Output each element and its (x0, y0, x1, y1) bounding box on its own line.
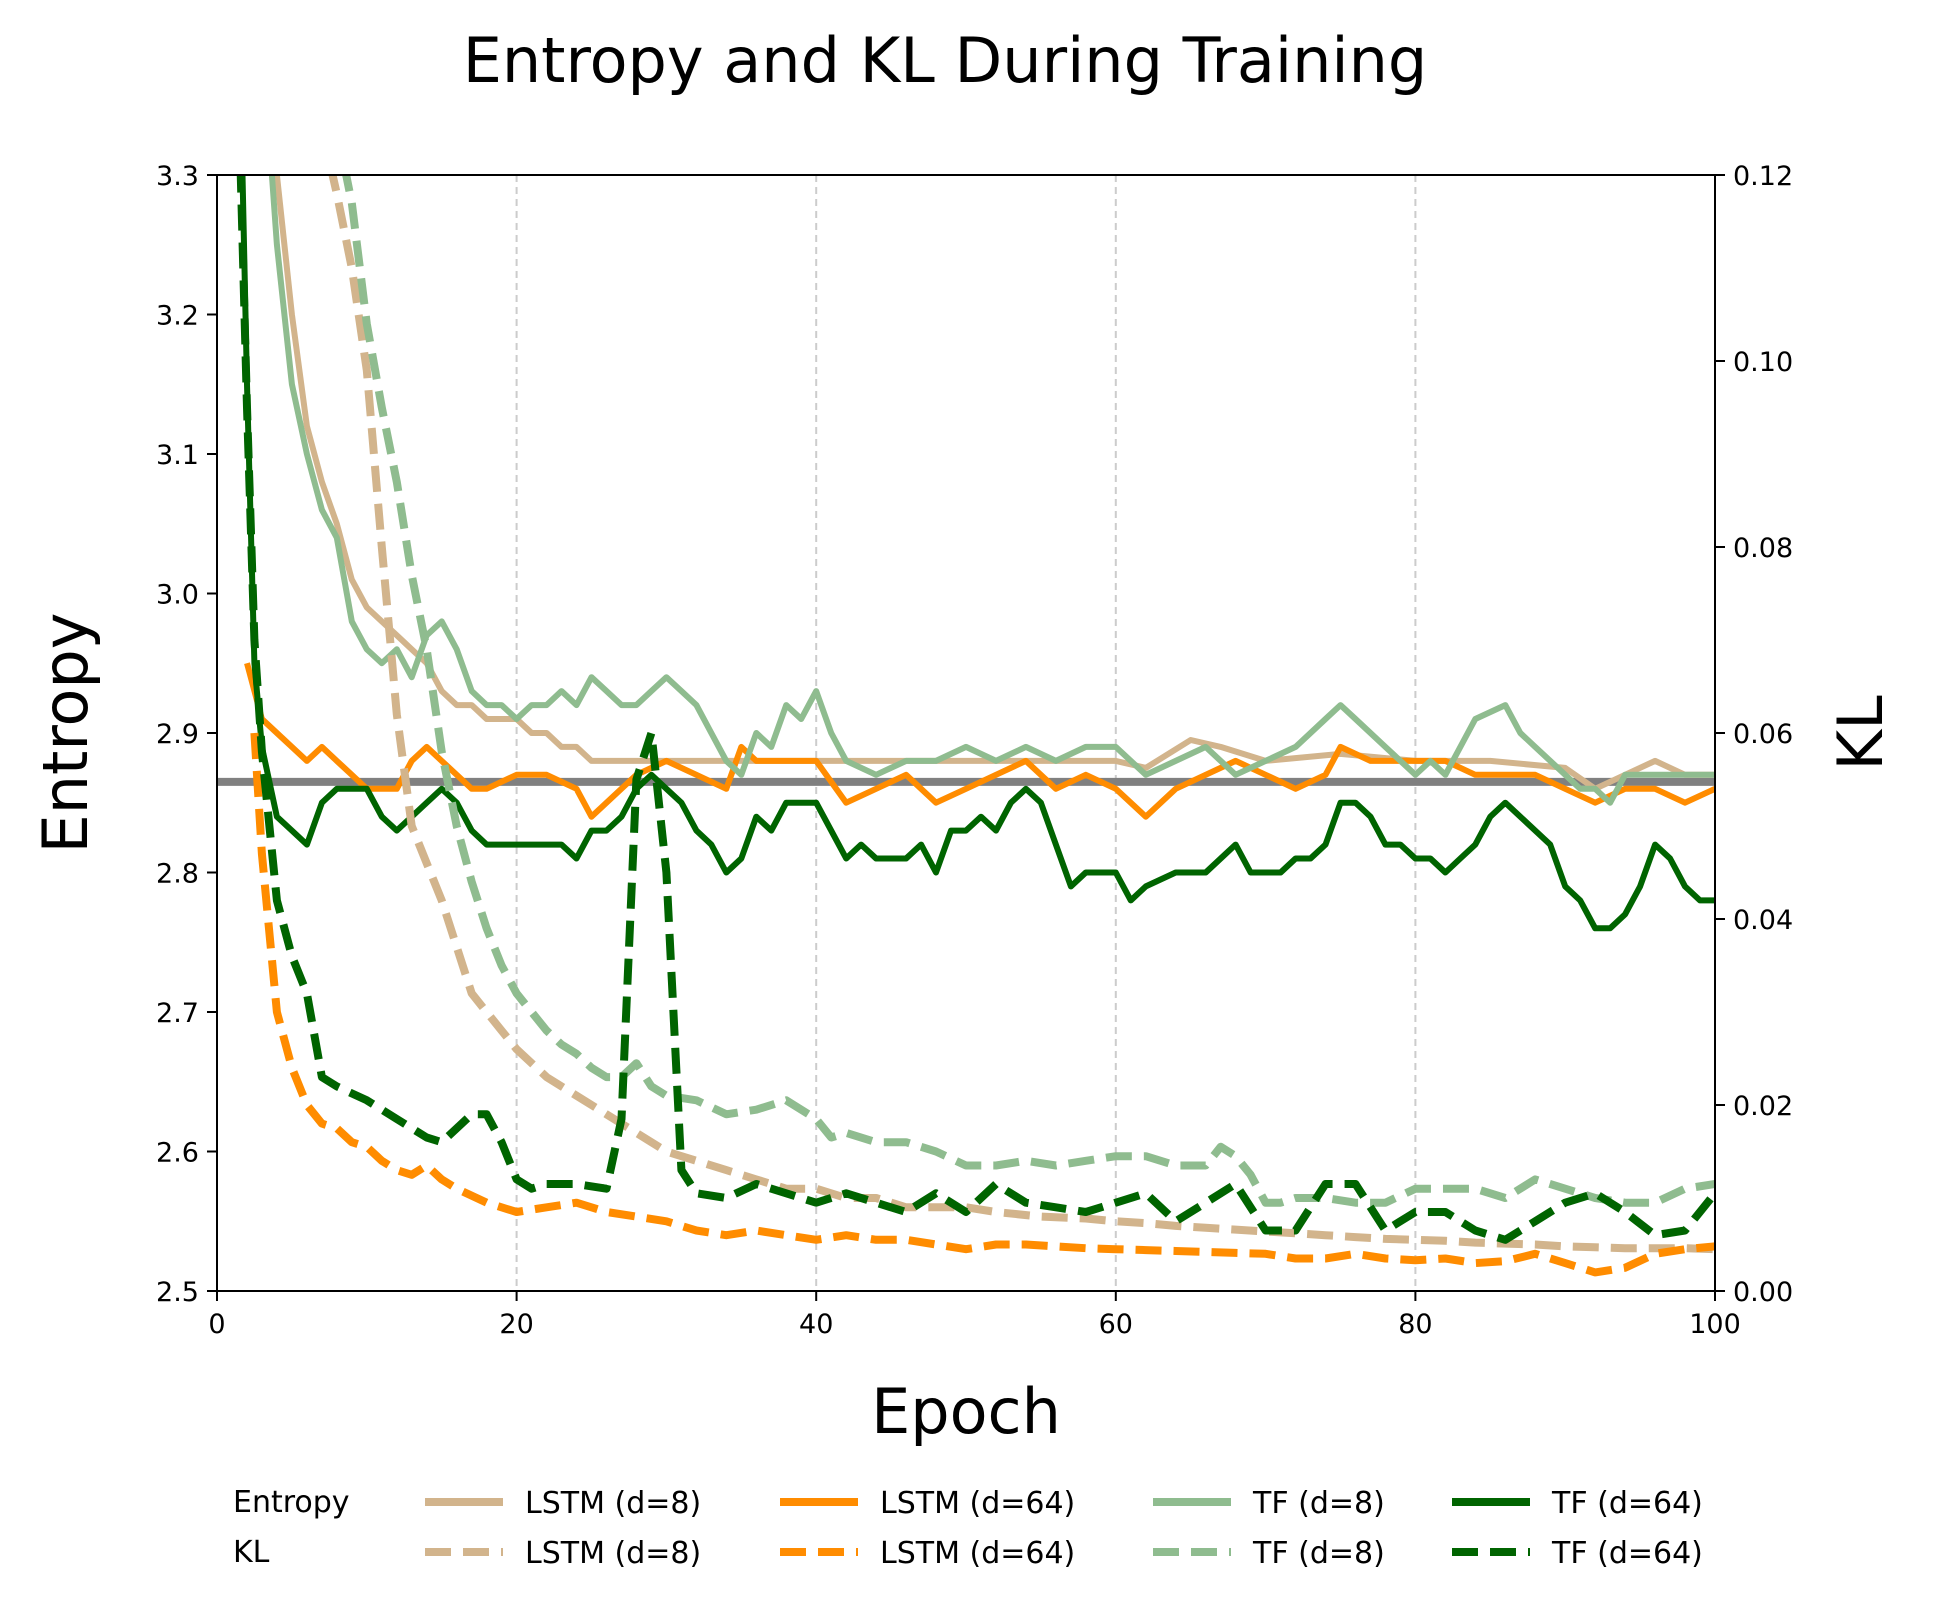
legend-label-kl-0: LSTM (d=8) (525, 1536, 701, 1571)
y-right-axis-label: KL (1824, 695, 1897, 771)
y-left-tick-label: 2.9 (156, 719, 199, 750)
legend-label-entropy-3: TF (d=64) (1551, 1486, 1703, 1521)
series-line-kl-lstm-d-8 (328, 175, 1715, 1254)
y-right-tick-label: 0.02 (1733, 1091, 1793, 1122)
y-right-axis-ticks: 0.00 0.02 0.04 0.06 0.08 0.10 0.12 (1715, 161, 1793, 1308)
x-tick-label: 0 (208, 1309, 225, 1340)
legend: Entropy KL LSTM (d=8) LSTM (d=64) TF (d=8)… (233, 1485, 1703, 1571)
y-right-tick-label: 0.12 (1733, 161, 1793, 192)
legend-row-label-entropy: Entropy (233, 1485, 350, 1520)
x-tick-label: 100 (1689, 1309, 1741, 1340)
y-left-tick-label: 3.2 (156, 301, 199, 332)
chart-title: Entropy and KL During Training (463, 24, 1428, 97)
x-tick-label: 40 (799, 1309, 833, 1340)
x-tick-label: 80 (1398, 1309, 1432, 1340)
series-group (236, 175, 1715, 1277)
y-left-tick-label: 2.7 (156, 998, 199, 1029)
series-line-entropy-tf-d-8 (268, 175, 1715, 806)
y-right-tick-label: 0.06 (1733, 719, 1793, 750)
y-left-axis-label: Entropy (29, 613, 102, 854)
y-left-axis-ticks: 2.5 2.6 2.7 2.8 2.9 3.0 3.1 3.2 3.3 (156, 161, 217, 1308)
legend-label-kl-2: TF (d=8) (1252, 1536, 1385, 1571)
y-left-tick-label: 2.6 (156, 1138, 199, 1169)
grid-lines (515, 175, 1417, 1291)
y-right-tick-label: 0.08 (1733, 533, 1793, 564)
y-left-tick-label: 2.5 (156, 1277, 199, 1308)
x-tick-label: 60 (1099, 1309, 1133, 1340)
series-line-entropy-tf-d-64 (239, 175, 1715, 932)
series-line-kl-tf-d-8 (342, 175, 1715, 1207)
legend-label-entropy-0: LSTM (d=8) (525, 1486, 701, 1521)
y-left-tick-label: 3.0 (156, 580, 199, 611)
y-left-tick-label: 2.8 (156, 859, 199, 890)
series-line-kl-tf-d-64 (236, 175, 1715, 1244)
legend-label-entropy-2: TF (d=8) (1252, 1486, 1385, 1521)
x-tick-label: 20 (499, 1309, 533, 1340)
y-right-tick-label: 0.10 (1733, 347, 1793, 378)
legend-label-entropy-1: LSTM (d=64) (880, 1486, 1075, 1521)
legend-row-label-kl: KL (233, 1535, 270, 1570)
y-left-tick-label: 3.1 (156, 440, 199, 471)
legend-label-kl-3: TF (d=64) (1551, 1536, 1703, 1571)
x-axis-label: Epoch (871, 1375, 1061, 1448)
y-left-tick-label: 3.3 (156, 161, 199, 192)
x-axis-ticks: 0 20 40 60 80 100 (208, 1291, 1741, 1340)
y-right-tick-label: 0.00 (1733, 1277, 1793, 1308)
y-right-tick-label: 0.04 (1733, 905, 1793, 936)
legend-label-kl-1: LSTM (d=64) (880, 1536, 1075, 1571)
series-line-kl-lstm-d-64 (250, 732, 1715, 1277)
